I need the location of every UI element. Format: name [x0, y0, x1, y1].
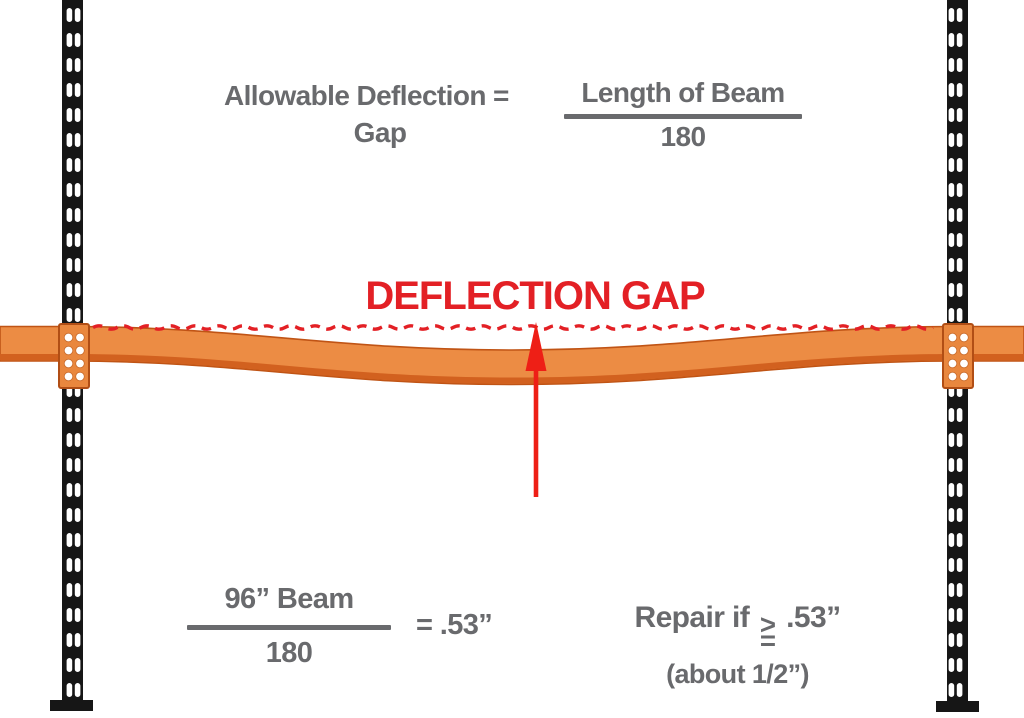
- allowable-deflection-lhs: Allowable Deflection =: [224, 80, 509, 111]
- repair-threshold: .53”: [786, 601, 841, 634]
- example-denominator: 180: [265, 637, 313, 669]
- repair-rule-line: Repair if > = .53”: [585, 601, 890, 654]
- fraction-denominator: 180: [660, 121, 707, 152]
- left-bracket-bolt-holes: [63, 332, 85, 382]
- left-beam-bracket: [58, 323, 90, 389]
- left-upright-baseplate: [50, 700, 93, 711]
- fraction-bar: [564, 114, 802, 119]
- beam-bottom-band: [0, 354, 1024, 384]
- deflection-gap-label: DEFLECTION GAP: [365, 274, 705, 318]
- example-fraction: 96” Beam 180: [186, 585, 392, 668]
- right-bracket-bolt-holes: [947, 332, 969, 382]
- greater-equal-symbol: > =: [759, 609, 776, 656]
- example-result: = .53”: [416, 609, 493, 641]
- deflection-arrow: [525, 322, 547, 497]
- beam-body: [0, 325, 1024, 386]
- allowable-deflection-gap-word: Gap: [353, 117, 407, 148]
- fraction-numerator: Length of Beam: [581, 77, 785, 108]
- repair-approx-note: (about 1/2”): [666, 659, 809, 689]
- repair-prefix: Repair if: [634, 601, 750, 634]
- example-fraction-bar: [187, 625, 391, 630]
- right-beam-bracket: [942, 323, 974, 389]
- deflection-dashed-line: [92, 324, 934, 331]
- right-upright-baseplate: [936, 701, 979, 712]
- length-over-180-fraction: Length of Beam 180: [562, 79, 804, 151]
- example-numerator: 96” Beam: [224, 583, 355, 615]
